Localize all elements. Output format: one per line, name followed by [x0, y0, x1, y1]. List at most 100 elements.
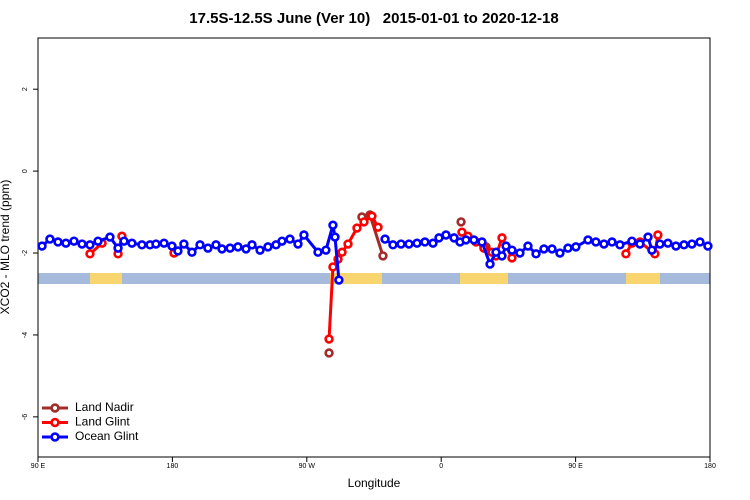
data-point — [359, 217, 369, 227]
y-tick-label: -4 — [22, 332, 29, 338]
data-point — [195, 240, 205, 250]
data-point — [151, 239, 161, 249]
data-point — [507, 245, 517, 255]
data-point — [469, 235, 479, 245]
data-point — [167, 241, 177, 251]
data-point — [687, 239, 697, 249]
data-point — [299, 230, 309, 240]
data-point — [241, 244, 251, 254]
data-point — [159, 238, 169, 248]
data-point — [671, 241, 681, 251]
data-point — [179, 239, 189, 249]
land-mask-band — [38, 273, 710, 284]
data-point — [428, 238, 438, 248]
data-point — [343, 239, 353, 249]
data-point — [293, 239, 303, 249]
x-tick-label: 180 — [167, 463, 179, 470]
legend-marker — [50, 432, 60, 442]
data-point — [643, 232, 653, 242]
data-point — [324, 348, 334, 358]
land-patch — [90, 273, 122, 284]
data-point — [93, 236, 103, 246]
data-point — [380, 234, 390, 244]
data-point — [255, 245, 265, 255]
data-point — [113, 243, 123, 253]
legend-label: Ocean Glint — [75, 429, 139, 443]
data-point — [663, 238, 673, 248]
data-point — [679, 240, 689, 250]
data-point — [328, 220, 338, 230]
data-point — [635, 239, 645, 249]
data-point — [328, 262, 338, 272]
chart-title: 17.5S-12.5S June (Ver 10) 2015-01-01 to … — [189, 10, 558, 27]
data-point — [507, 253, 517, 263]
y-tick-label: -2 — [22, 250, 29, 256]
data-point — [203, 243, 213, 253]
data-point — [352, 223, 362, 233]
data-point — [69, 236, 79, 246]
data-point — [324, 334, 334, 344]
data-point — [441, 230, 451, 240]
data-point — [583, 235, 593, 245]
legend-label: Land Nadir — [75, 400, 134, 414]
y-axis-label: XCO2 - MLO trend (ppm) — [0, 180, 12, 315]
data-point — [420, 237, 430, 247]
y-tick-label: 0 — [22, 169, 29, 173]
data-point — [615, 240, 625, 250]
legend-label: Land Glint — [75, 415, 130, 429]
data-point — [321, 245, 331, 255]
data-point — [388, 240, 398, 250]
data-point — [77, 239, 87, 249]
data-point — [523, 241, 533, 251]
data-point — [515, 248, 525, 258]
data-point — [313, 247, 323, 257]
x-tick-label: 90 W — [299, 463, 316, 470]
data-point — [373, 222, 383, 232]
data-point — [647, 245, 657, 255]
data-point — [277, 236, 287, 246]
data-point — [695, 237, 705, 247]
data-point — [396, 239, 406, 249]
data-point — [127, 238, 137, 248]
data-point — [45, 234, 55, 244]
data-point — [367, 211, 377, 221]
data-point — [501, 241, 511, 251]
data-point — [187, 247, 197, 257]
data-point — [457, 227, 467, 237]
data-point — [497, 251, 507, 261]
data-point — [233, 242, 243, 252]
data-point — [621, 249, 631, 259]
data-point — [539, 244, 549, 254]
x-tick-label: 0 — [439, 463, 443, 470]
data-point — [607, 237, 617, 247]
data-point — [61, 238, 71, 248]
data-point — [591, 237, 601, 247]
x-tick-label: 90 E — [31, 463, 46, 470]
legend-marker — [50, 403, 60, 413]
data-point — [627, 236, 637, 246]
data-point — [461, 235, 471, 245]
data-point — [497, 233, 507, 243]
x-axis-label: Longitude — [348, 476, 401, 490]
land-patch — [626, 273, 660, 284]
data-point — [337, 247, 347, 257]
data-point — [655, 239, 665, 249]
data-point — [485, 259, 495, 269]
data-point — [285, 234, 295, 244]
land-patch — [330, 273, 382, 284]
data-point — [456, 217, 466, 227]
data-point — [217, 244, 227, 254]
data-point — [105, 232, 115, 242]
data-point — [334, 275, 344, 285]
data-point — [571, 242, 581, 252]
data-point — [173, 246, 183, 256]
legend-marker — [50, 417, 60, 428]
data-point — [449, 233, 459, 243]
data-point — [547, 244, 557, 254]
data-point — [412, 238, 422, 248]
data-point — [263, 242, 273, 252]
data-point — [119, 236, 129, 246]
data-point — [85, 249, 95, 259]
data-point — [137, 240, 147, 250]
